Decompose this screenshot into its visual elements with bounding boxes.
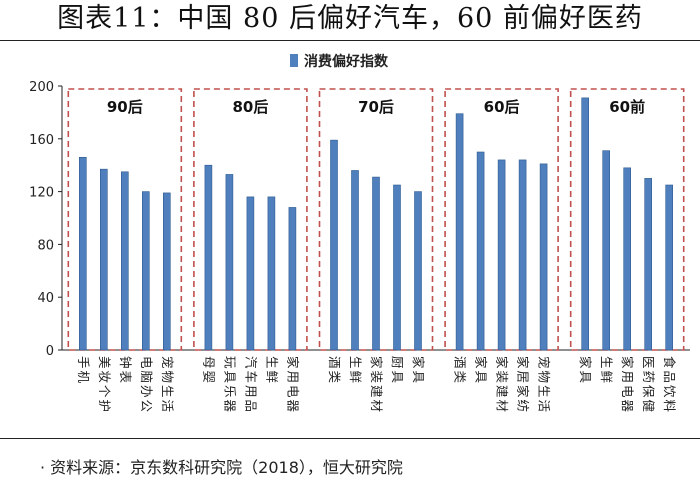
group-label: 90后 [107, 98, 143, 116]
bar [100, 168, 108, 351]
y-tick-label: 160 [29, 133, 54, 148]
bar [476, 151, 485, 351]
y-tick-label: 40 [37, 291, 54, 306]
y-tick-label: 80 [37, 238, 54, 253]
y-tick-label: 200 [29, 80, 54, 95]
bar [455, 113, 464, 351]
x-tick-label: 电脑办公 [139, 356, 154, 414]
bar [393, 184, 401, 351]
bar [414, 191, 422, 351]
bar [79, 156, 87, 351]
x-tick-label: 家装建材 [369, 356, 384, 414]
group-label: 70后 [358, 98, 394, 116]
group-label: 60前 [609, 98, 645, 116]
x-tick-label: 美妆个护 [97, 356, 112, 414]
legend-swatch [290, 54, 298, 67]
bar [267, 196, 276, 351]
bar [246, 196, 255, 351]
x-tick-label: 食品饮料 [662, 356, 677, 414]
x-tick-label: 生鲜 [264, 356, 279, 385]
bar [372, 176, 380, 351]
bar [497, 159, 506, 351]
bar [665, 184, 674, 351]
x-tick-label: 家用电器 [285, 356, 300, 414]
bar [351, 170, 359, 351]
group-label: 60后 [484, 98, 520, 116]
bar-chart: 消费偏好指数 0 40 80 120 160 200 90后 80后 70后 60后 60前 手机… [29, 53, 690, 414]
x-tick-label: 医药保健 [641, 356, 656, 414]
y-tick-label: 120 [29, 186, 54, 201]
x-tick-label: 家装建材 [495, 356, 510, 414]
bar [204, 164, 213, 351]
bar [539, 163, 548, 351]
legend: 消费偏好指数 [290, 53, 389, 70]
x-tick-label: 母婴 [201, 356, 216, 385]
x-tick-label: 家具 [411, 356, 426, 385]
bar [518, 159, 527, 351]
y-tick-label: 0 [46, 344, 54, 359]
bar [602, 150, 611, 351]
bar [288, 207, 297, 351]
bar [623, 167, 632, 351]
legend-label: 消费偏好指数 [304, 53, 389, 70]
x-tick-label: 宠物生活 [160, 356, 175, 414]
footer-rule [0, 438, 700, 439]
x-tick-label: 厨具 [390, 356, 405, 385]
bar [330, 139, 338, 351]
group-label: 80后 [232, 98, 268, 116]
page-title: 图表11：中国 80 后偏好汽车，60 前偏好医药 [57, 3, 643, 34]
x-tick-label: 家具 [474, 356, 489, 385]
bar [121, 171, 129, 351]
x-tick-label: 家居家纺 [516, 356, 531, 414]
x-tick-label: 手机 [76, 356, 91, 385]
title-rule [0, 40, 700, 41]
bar [163, 192, 171, 351]
x-tick-label: 酒类 [327, 356, 342, 385]
bar [142, 191, 150, 351]
x-tick-label: 生鲜 [348, 356, 363, 385]
x-tick-label: 汽车用品 [243, 356, 258, 414]
bar [581, 97, 590, 351]
x-tick-label: 钟表 [118, 356, 133, 385]
x-tick-label: 玩具乐器 [222, 356, 237, 414]
x-tick-label: 家用电器 [620, 356, 635, 414]
x-tick-label: 酒类 [453, 356, 468, 385]
x-tick-label: 生鲜 [599, 356, 614, 385]
x-tick-label: 家具 [578, 356, 593, 385]
x-tick-label: 宠物生活 [537, 356, 552, 414]
source-note: · 资料来源：京东数科研究院（2018），恒大研究院 [40, 458, 403, 477]
bar [644, 178, 653, 351]
bar [225, 174, 234, 351]
